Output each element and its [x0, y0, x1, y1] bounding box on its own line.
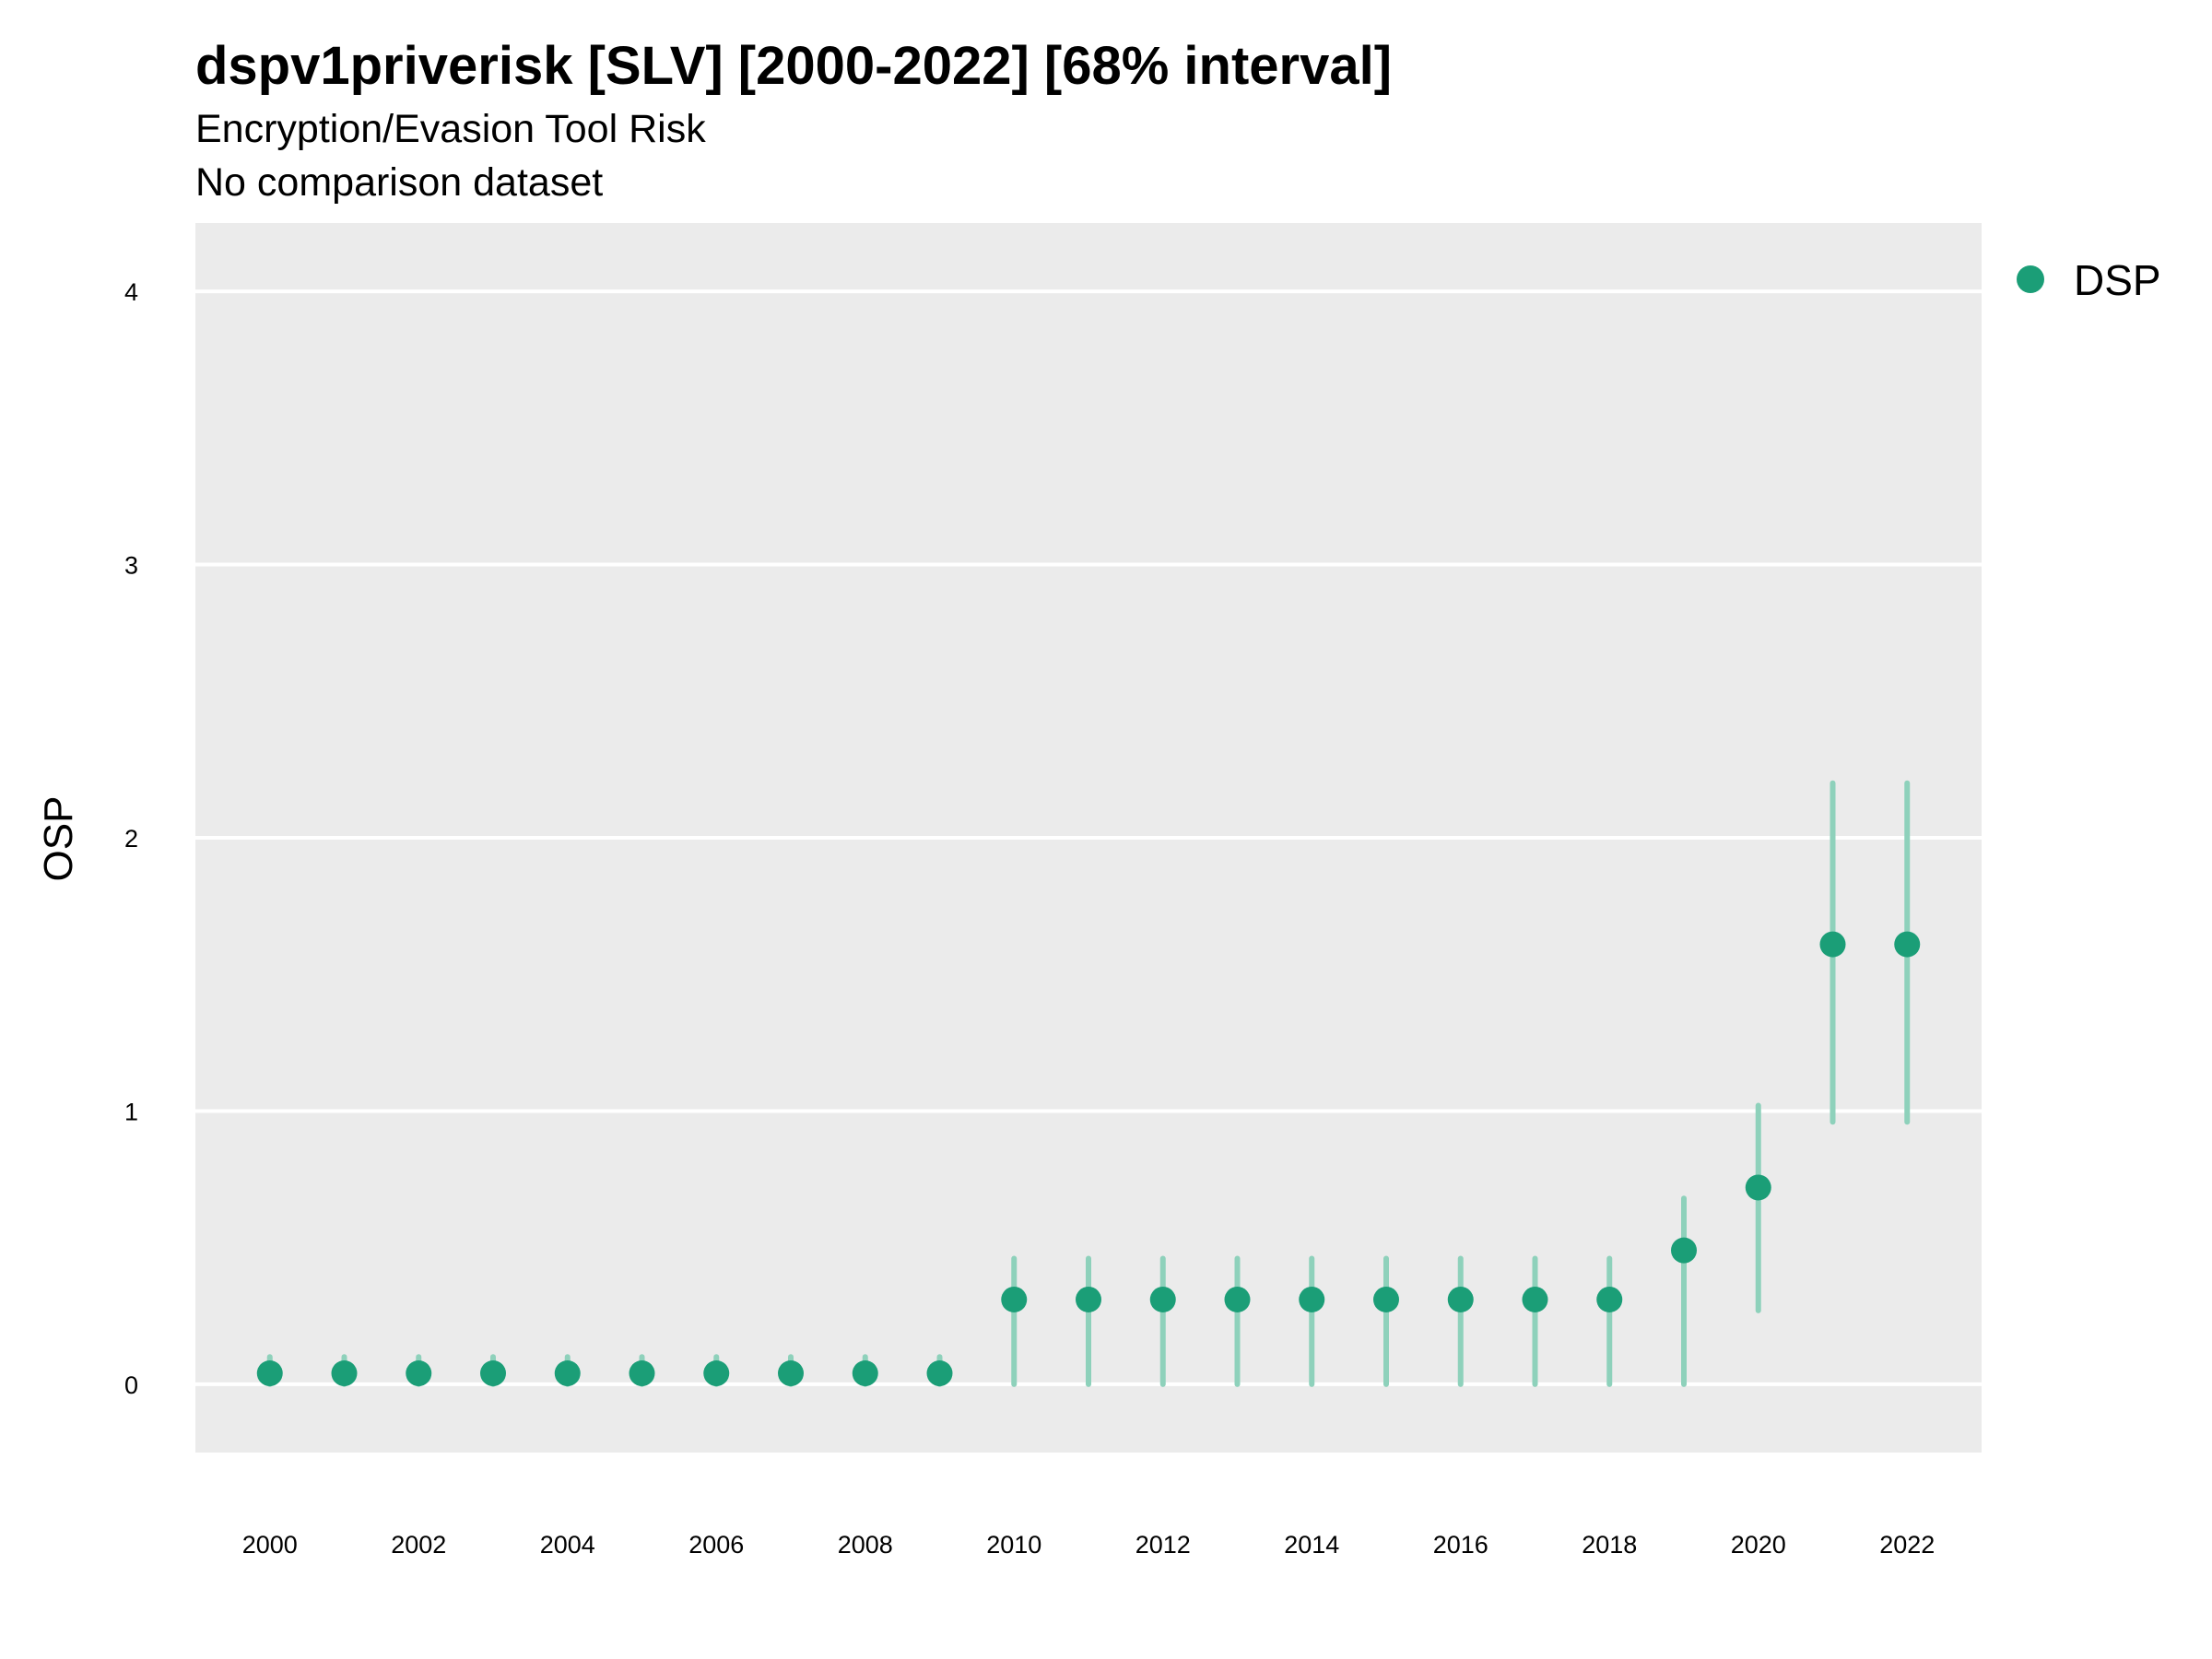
data-point — [1894, 931, 1921, 958]
data-point — [1596, 1286, 1623, 1312]
chart-title: dspv1priverisk [SLV] [2000-2022] [68% in… — [195, 36, 1393, 96]
x-axis-ticks: 2000 2002 2004 2006 2008 2010 2012 2014 2016 2018… — [242, 1531, 1936, 1559]
x-tick-label: 2016 — [1433, 1531, 1488, 1559]
data-point — [1076, 1286, 1101, 1312]
data-point — [1224, 1286, 1251, 1312]
y-tick-label: 3 — [124, 552, 138, 580]
x-tick-label: 2012 — [1135, 1531, 1191, 1559]
x-tick-label: 2022 — [1879, 1531, 1935, 1559]
x-tick-label: 2002 — [391, 1531, 446, 1559]
y-tick-label: 4 — [124, 278, 138, 306]
data-point — [1447, 1286, 1474, 1312]
legend: DSP — [2017, 256, 2161, 304]
data-point — [331, 1360, 358, 1387]
data-point — [256, 1360, 283, 1387]
data-point — [406, 1360, 432, 1387]
data-point — [1745, 1174, 1771, 1201]
data-point — [1819, 931, 1846, 958]
y-axis-label: OSP — [36, 796, 81, 882]
legend-key-dsp — [2017, 265, 2044, 293]
chart-subtitle-comparison: No comparison dataset — [195, 160, 604, 205]
data-point — [1671, 1237, 1697, 1264]
data-point — [554, 1360, 581, 1387]
x-tick-label: 2014 — [1284, 1531, 1339, 1559]
x-tick-label: 2000 — [242, 1531, 298, 1559]
data-point — [1149, 1286, 1176, 1312]
data-point — [480, 1360, 506, 1387]
data-points — [256, 931, 1921, 1387]
x-tick-label: 2008 — [838, 1531, 893, 1559]
data-point — [1299, 1286, 1325, 1312]
y-tick-label: 0 — [124, 1371, 138, 1399]
x-tick-label: 2020 — [1731, 1531, 1786, 1559]
y-axis-ticks: 0 1 2 3 4 — [124, 278, 138, 1399]
data-point — [1522, 1286, 1548, 1312]
data-point — [1001, 1286, 1028, 1312]
x-tick-label: 2006 — [688, 1531, 744, 1559]
data-point — [629, 1360, 655, 1387]
data-point — [1373, 1286, 1399, 1312]
y-tick-label: 1 — [124, 1098, 138, 1125]
x-tick-label: 2004 — [540, 1531, 595, 1559]
data-point — [778, 1360, 804, 1387]
legend-label-dsp: DSP — [2074, 256, 2161, 304]
y-tick-label: 2 — [124, 825, 138, 853]
data-point — [926, 1360, 953, 1387]
data-point — [852, 1360, 878, 1387]
x-tick-label: 2018 — [1582, 1531, 1637, 1559]
chart-subtitle: Encryption/Evasion Tool Risk — [195, 107, 706, 151]
data-point — [703, 1360, 730, 1387]
x-tick-label: 2010 — [986, 1531, 1041, 1559]
